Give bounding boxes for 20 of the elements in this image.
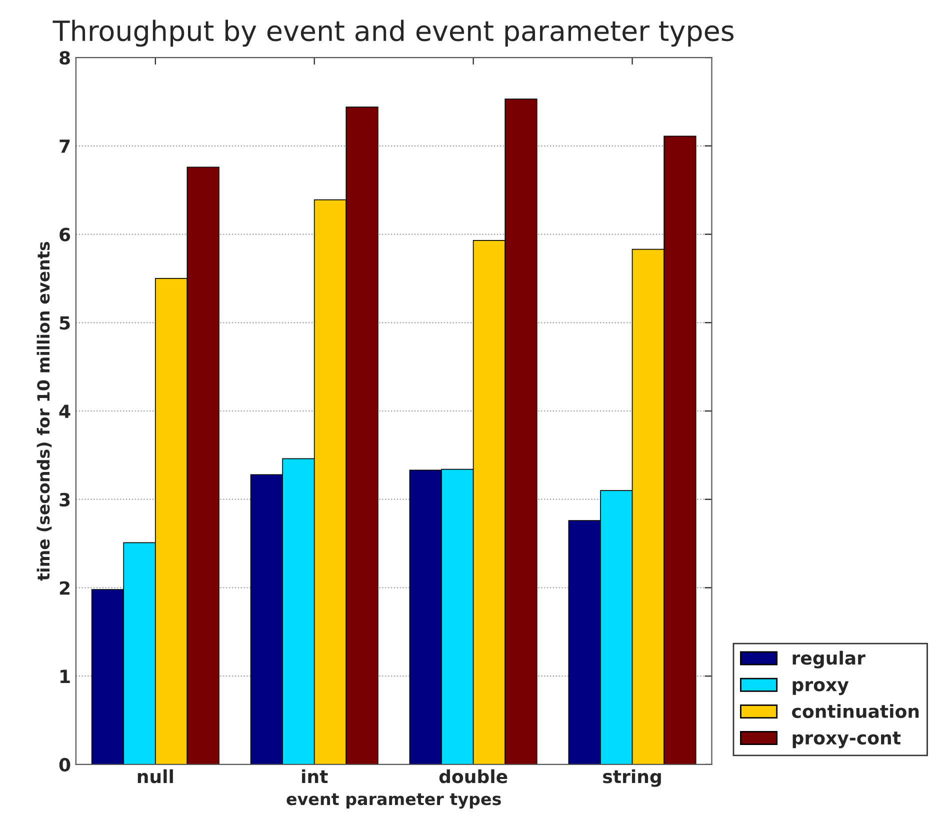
y-tick-label: 2 bbox=[60, 581, 70, 595]
x-tick-label: double bbox=[439, 769, 508, 784]
x-tick-label: int bbox=[302, 769, 328, 784]
legend-label: regular bbox=[792, 650, 866, 668]
x-tick-label: string bbox=[603, 769, 661, 787]
y-tick-label: 8 bbox=[60, 51, 70, 65]
y-tick-label: 6 bbox=[60, 228, 70, 242]
x-tick-label: null bbox=[138, 769, 173, 784]
y-tick-label: 0 bbox=[59, 758, 70, 772]
legend-label: proxy-cont bbox=[792, 732, 901, 748]
legend-label: proxy bbox=[792, 681, 849, 696]
chart-title: Throughput by event and event parameter types bbox=[52, 20, 734, 47]
y-tick-label: 1 bbox=[60, 670, 70, 683]
y-tick-label: 5 bbox=[60, 316, 70, 330]
y-tick-label: 4 bbox=[59, 404, 70, 418]
legend-label: continuation bbox=[792, 704, 919, 718]
x-axis-title: event parameter types bbox=[286, 793, 501, 809]
y-tick-label: 7 bbox=[60, 140, 70, 153]
y-axis-title: time (seconds) for 10 million events bbox=[36, 242, 52, 581]
y-tick-label: 3 bbox=[60, 492, 70, 506]
